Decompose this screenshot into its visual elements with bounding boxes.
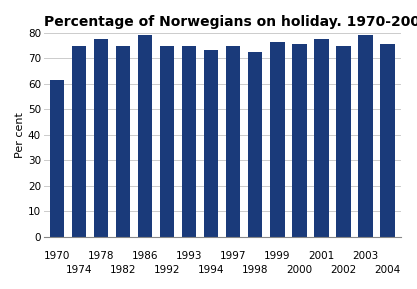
Text: 2001: 2001 [308,251,334,261]
Bar [160,46,174,237]
Text: 1997: 1997 [220,251,246,261]
Bar [380,45,395,237]
Text: 1974: 1974 [66,265,92,275]
Text: 1986: 1986 [132,251,158,261]
Bar [248,52,262,237]
Bar [204,49,219,237]
Text: 1992: 1992 [154,265,181,275]
Bar [182,46,196,237]
Text: 1982: 1982 [110,265,136,275]
Bar [314,39,329,237]
Bar [358,36,373,237]
Text: Percentage of Norwegians on holiday. 1970-2004: Percentage of Norwegians on holiday. 197… [44,15,417,29]
Bar [292,45,306,237]
Text: 2002: 2002 [330,265,357,275]
Bar [50,80,64,237]
Bar [116,46,130,237]
Text: 1978: 1978 [88,251,114,261]
Text: 1970: 1970 [44,251,70,261]
Y-axis label: Per cent: Per cent [15,112,25,158]
Bar [270,42,284,237]
Text: 1999: 1999 [264,251,291,261]
Text: 2004: 2004 [374,265,401,275]
Bar [226,46,241,237]
Bar [94,39,108,237]
Text: 1998: 1998 [242,265,269,275]
Bar [138,36,152,237]
Text: 1994: 1994 [198,265,224,275]
Text: 2003: 2003 [352,251,379,261]
Bar [337,46,351,237]
Text: 1993: 1993 [176,251,202,261]
Bar [72,46,86,237]
Text: 2000: 2000 [286,265,312,275]
